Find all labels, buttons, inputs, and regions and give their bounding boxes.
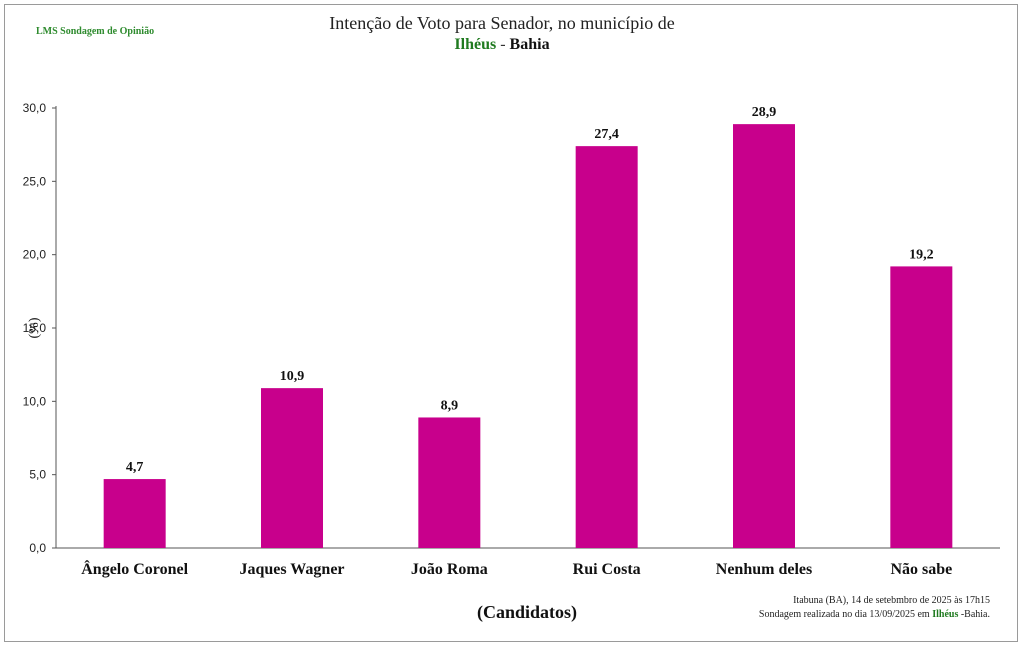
data-label: 8,9 <box>441 398 459 413</box>
bar <box>418 417 481 548</box>
bar <box>733 124 795 548</box>
category-label: Não sabe <box>890 561 952 578</box>
y-tick-label: 10,0 <box>23 394 47 408</box>
data-label: 28,9 <box>752 105 777 120</box>
data-label: 4,7 <box>126 460 144 475</box>
category-label: Jaques Wagner <box>239 561 344 578</box>
chart-footer: Itabuna (BA), 14 de setebmbro de 2025 às… <box>759 594 990 622</box>
chart-frame <box>4 4 1018 642</box>
y-tick-label: 0,0 <box>29 541 46 555</box>
bar <box>575 146 638 548</box>
chart-subtitle: Ilhéus - Bahia <box>0 36 1004 54</box>
y-tick-label: 20,0 <box>23 248 47 262</box>
category-label: Nenhum deles <box>716 561 812 578</box>
title-state: Bahia <box>509 36 550 53</box>
category-label: Ângelo Coronel <box>81 559 188 578</box>
footer-line2-post: -Bahia. <box>958 609 990 620</box>
x-axis-title: (Candidatos) <box>477 602 577 623</box>
category-label: Rui Costa <box>573 561 641 578</box>
y-tick-label: 25,0 <box>23 174 47 188</box>
data-label: 10,9 <box>280 369 305 384</box>
bar <box>261 388 323 548</box>
footer-line2-pre: Sondagem realizada no dia 13/09/2025 em <box>758 609 933 620</box>
bar <box>103 479 166 548</box>
data-label: 27,4 <box>594 127 619 142</box>
title-separator: - <box>500 36 506 53</box>
brand-label: LMS Sondagem de Opinião <box>36 26 155 37</box>
chart-title: Intenção de Voto para Senador, no municí… <box>329 13 675 33</box>
data-label: 19,2 <box>909 247 934 262</box>
footer-line2: Sondagem realizada no dia 13/09/2025 em … <box>759 608 990 622</box>
y-tick-label: 5,0 <box>29 468 46 482</box>
y-tick-label: 15,0 <box>23 321 47 335</box>
category-label: João Roma <box>411 561 488 578</box>
bar <box>890 266 953 548</box>
y-tick-label: 30,0 <box>23 101 47 115</box>
footer-line1: Itabuna (BA), 14 de setebmbro de 2025 às… <box>793 595 990 606</box>
y-axis-label: (%) <box>27 317 42 338</box>
title-city: Ilhéus <box>454 36 497 53</box>
footer-city: Ilhéus <box>932 609 959 620</box>
